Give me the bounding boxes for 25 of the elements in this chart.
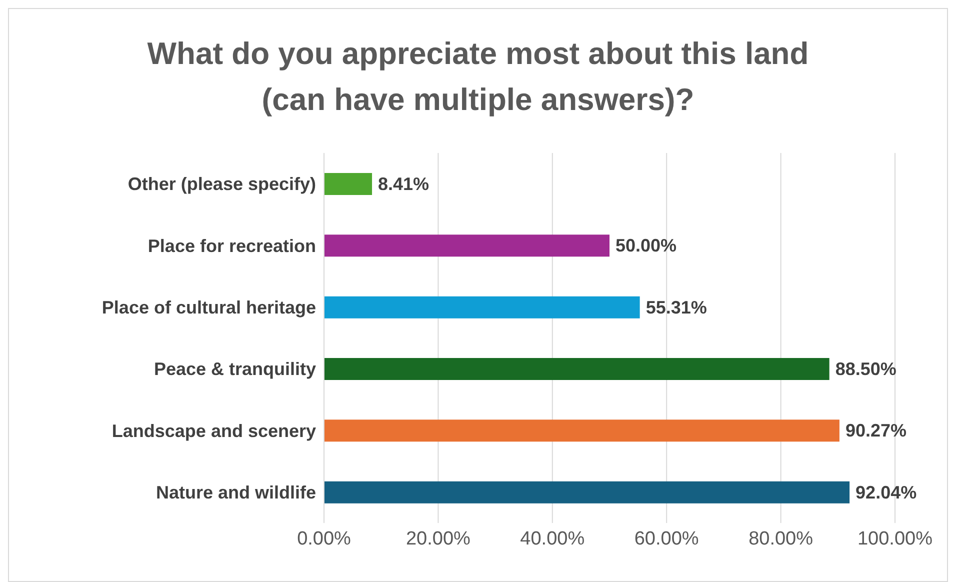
x-tick-label: 60.00%: [634, 528, 699, 550]
bar: [324, 296, 640, 318]
y-tick-label: Nature and wildlife: [156, 482, 316, 503]
bar: [324, 481, 850, 504]
bar: [324, 358, 830, 380]
data-label: 55.31%: [646, 297, 707, 318]
y-tick-label: Place for recreation: [148, 236, 316, 256]
y-tick-label: Landscape and scenery: [112, 420, 316, 441]
chart-title: What do you appreciate most about this land (can have multiple answers)?: [146, 35, 810, 119]
y-tick-label: Other (please specify): [128, 174, 316, 194]
data-label: 88.50%: [835, 359, 896, 379]
x-tick-label: 40.00%: [520, 528, 585, 550]
y-tick-label: Peace & tranquility: [154, 359, 316, 380]
data-label: 8.41%: [378, 174, 430, 194]
data-label: 90.27%: [845, 420, 907, 441]
bar: [324, 173, 372, 195]
bar: [324, 234, 610, 257]
data-label: 92.04%: [856, 482, 917, 502]
x-tick-label: 80.00%: [748, 528, 814, 550]
data-label: 50.00%: [616, 236, 677, 256]
x-tick-label: 100.00%: [857, 528, 933, 550]
bar: [324, 420, 840, 442]
x-tick-label: 20.00%: [406, 528, 471, 550]
x-tick-label: 0.00%: [297, 528, 352, 550]
y-tick-label: Place of cultural heritage: [102, 298, 316, 318]
